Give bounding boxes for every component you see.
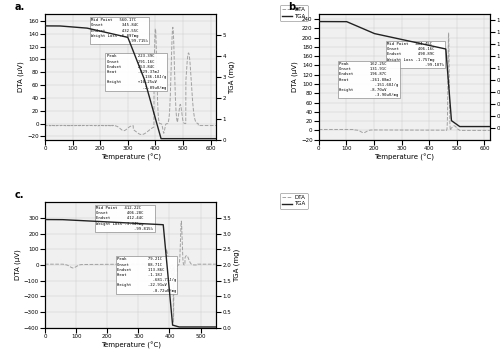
Legend: DTA, TGA: DTA, TGA bbox=[280, 193, 307, 209]
Text: Peak         162.25C
Onset        131.91C
Endset       196.87C
Heat         -261: Peak 162.25C Onset 131.91C Endset 196.87… bbox=[340, 62, 399, 97]
Y-axis label: DTA (μV): DTA (μV) bbox=[14, 249, 21, 280]
X-axis label: Temperature (°C): Temperature (°C) bbox=[100, 342, 160, 349]
Y-axis label: TGA (mg): TGA (mg) bbox=[228, 60, 235, 94]
Legend: DTA, TGA: DTA, TGA bbox=[280, 5, 307, 21]
Text: Mid Point   560.17C
Onset        345.84C
Endset       432.55C
Weight Loss -6.897: Mid Point 560.17C Onset 345.84C Endset 4… bbox=[91, 18, 148, 43]
Y-axis label: DTA (μV): DTA (μV) bbox=[18, 62, 25, 93]
Y-axis label: DTA (μV): DTA (μV) bbox=[292, 62, 298, 93]
X-axis label: Temperature (°C): Temperature (°C) bbox=[100, 154, 160, 161]
X-axis label: Temperature (°C): Temperature (°C) bbox=[374, 154, 434, 161]
Y-axis label: TGA (mg): TGA (mg) bbox=[234, 248, 240, 282]
Text: Peak         223.39C
Onset        291.16C
Endset       253.84C
Heat         -829: Peak 223.39C Onset 291.16C Endset 253.84… bbox=[106, 54, 166, 90]
Text: a.: a. bbox=[14, 2, 24, 12]
Text: b.: b. bbox=[288, 2, 299, 12]
Text: Mid Point   412.22C
Onset        406.28C
Endset       412.44C
Weight Loss -3.345: Mid Point 412.22C Onset 406.28C Endset 4… bbox=[96, 206, 154, 231]
Text: c.: c. bbox=[14, 190, 24, 200]
Text: Peak         79.21C
Onset        88.71C
Endset       113.86C
Heat         -1.18J: Peak 79.21C Onset 88.71C Endset 113.86C … bbox=[117, 257, 176, 293]
Text: Mid Point   464.45C
Onset        406.16C
Endset       490.89C
Weight Loss -1.757: Mid Point 464.45C Onset 406.16C Endset 4… bbox=[388, 42, 444, 67]
